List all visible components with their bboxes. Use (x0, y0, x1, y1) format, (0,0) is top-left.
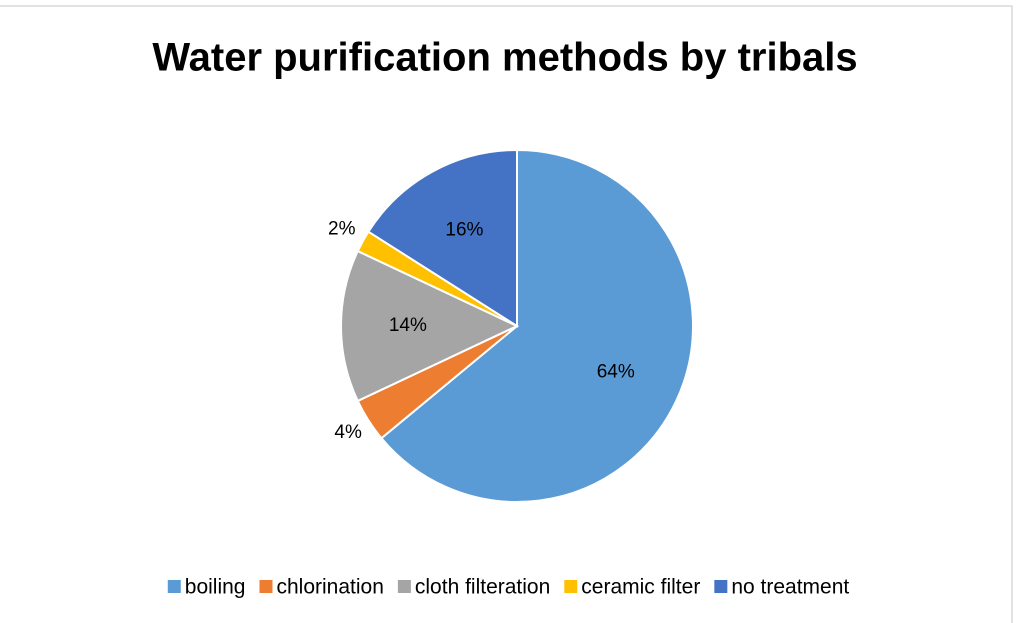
data-label: 14% (389, 315, 427, 336)
legend-label: chlorination (276, 576, 383, 599)
data-label: 2% (328, 219, 356, 240)
pie: 64% 4% 14% 2% 16% (328, 148, 694, 503)
legend-label: boiling (185, 576, 246, 599)
legend-swatch (714, 580, 728, 593)
legend-label: ceramic filter (581, 576, 700, 599)
pie-slice (340, 249, 520, 403)
legend-swatch (564, 580, 578, 593)
chart-title: Water purification methods by tribals (152, 36, 857, 80)
legend-label: cloth filteration (415, 576, 550, 599)
pie-slice (379, 148, 694, 503)
data-label: 4% (334, 422, 362, 443)
legend-swatch (167, 580, 181, 593)
legend-swatch (259, 580, 273, 593)
data-label: 64% (597, 361, 635, 382)
data-label: 16% (445, 219, 483, 240)
legend: boiling chlorination cloth filteration cera… (167, 576, 849, 599)
legend-label: no treatment (731, 576, 849, 599)
legend-swatch (397, 580, 411, 593)
pie-slice (367, 148, 518, 328)
